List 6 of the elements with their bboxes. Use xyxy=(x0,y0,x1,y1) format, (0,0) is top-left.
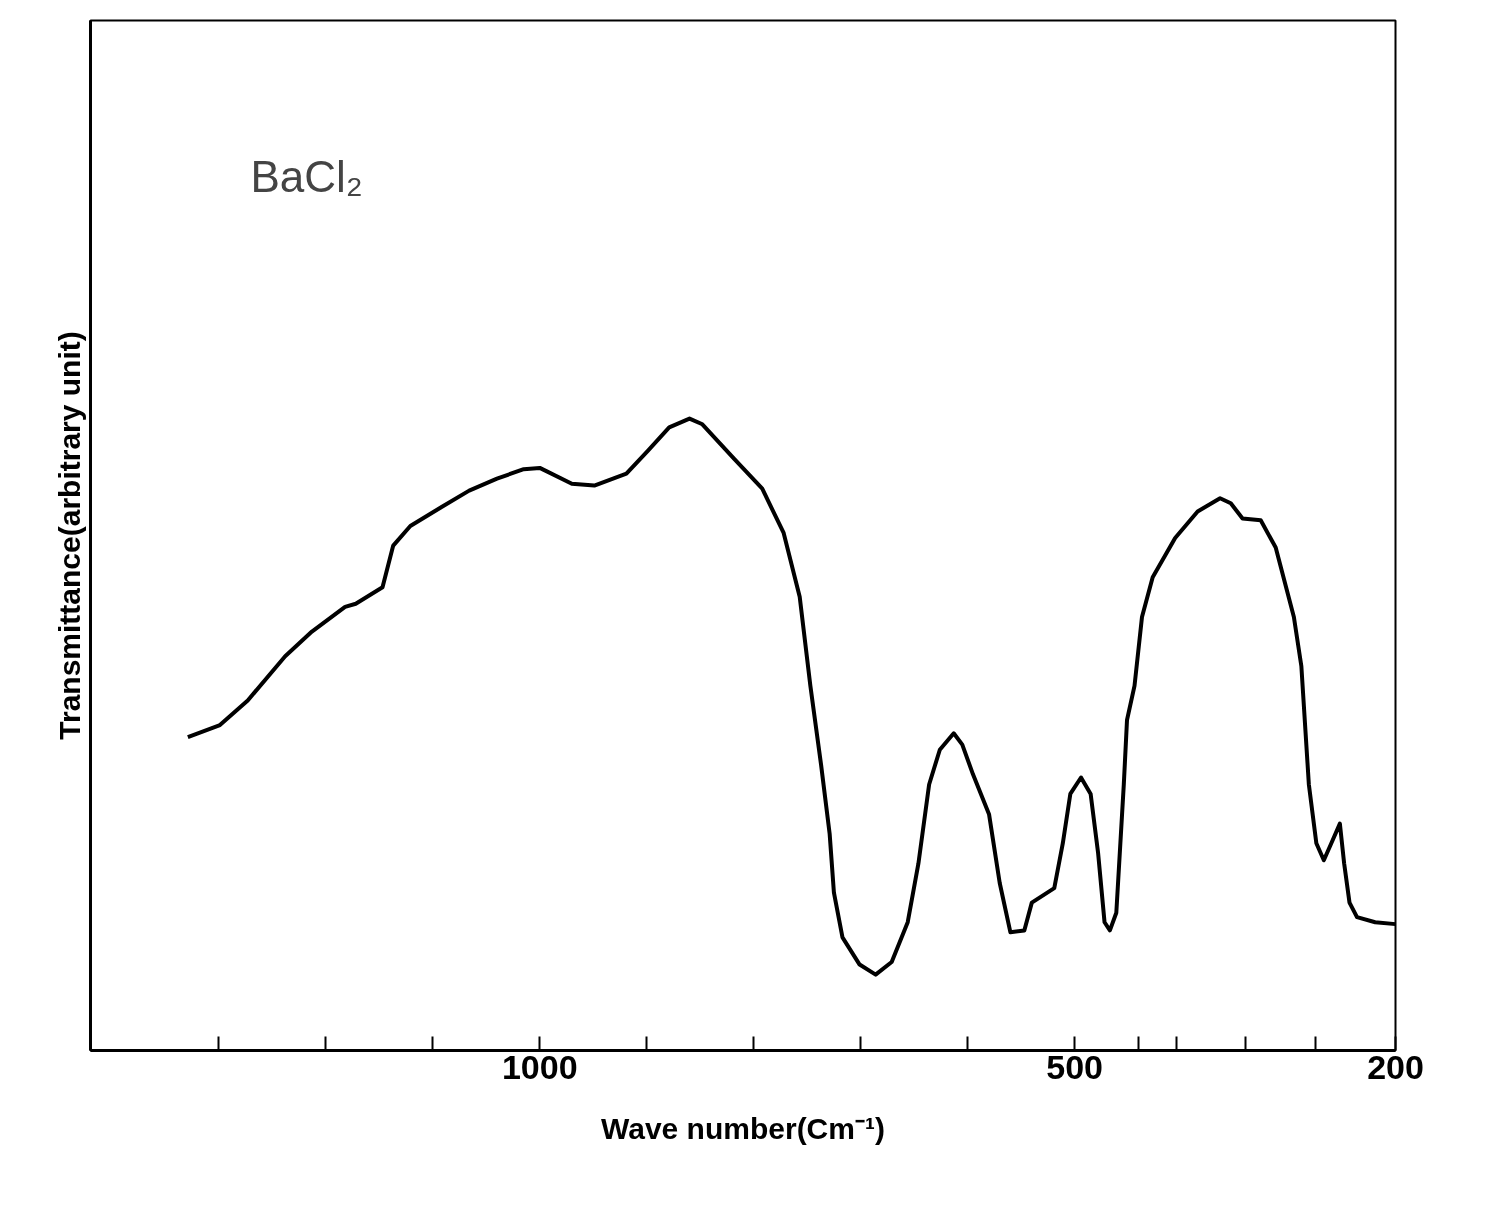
x-tick-label: 500 xyxy=(1046,1047,1103,1086)
x-tick-label: 1000 xyxy=(501,1047,578,1086)
x-axis-title: Wave number(Cm⁻¹) xyxy=(601,1111,885,1145)
text: BaCl₂ xyxy=(250,151,363,201)
x-tick-label: 200 xyxy=(1367,1047,1424,1086)
y-axis-title: Transmittance(arbitrary unit) xyxy=(52,331,86,740)
